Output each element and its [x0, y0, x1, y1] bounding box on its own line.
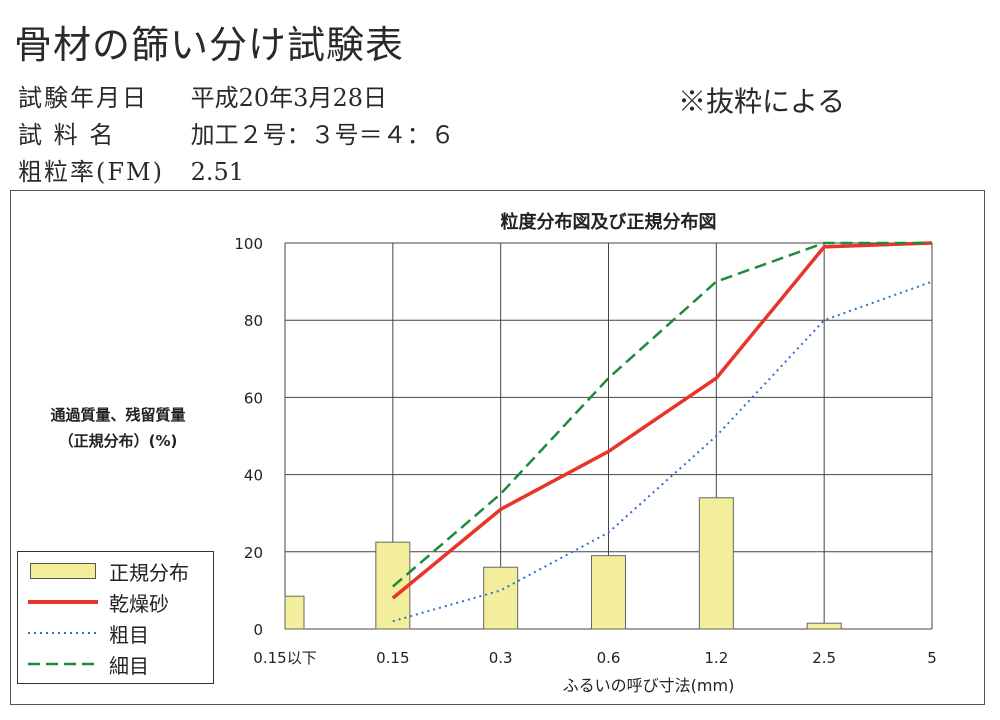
- y-tick-label: 80: [244, 312, 263, 330]
- bar-normal-distribution: [592, 556, 626, 629]
- legend-label: 粗目: [109, 619, 149, 648]
- x-axis-label: ふるいの呼び寸法(mm): [563, 676, 735, 695]
- y-tick-label: 20: [244, 544, 263, 562]
- series-line: [393, 282, 932, 622]
- legend-label: 細目: [109, 650, 149, 679]
- y-tick-label: 0: [253, 621, 263, 639]
- y-axis-label: 通過質量、残留質量: [50, 406, 185, 424]
- y-tick-label: 40: [244, 467, 263, 485]
- bar-normal-distribution: [807, 623, 841, 629]
- x-tick-label: 0.6: [597, 649, 621, 667]
- legend-item-normal-distribution: 正規分布: [26, 556, 189, 586]
- legend-bar-swatch: [26, 556, 101, 586]
- chart-title: 粒度分布図及び正規分布図: [501, 211, 717, 233]
- y-tick-label: 100: [234, 235, 263, 253]
- legend-label: 正規分布: [109, 557, 189, 586]
- y-axis-label: （正規分布）(%): [59, 432, 178, 450]
- x-tick-label: 1.2: [704, 649, 728, 667]
- x-tick-label: 0.15: [376, 649, 409, 667]
- x-tick-label: 0.15以下: [253, 649, 316, 667]
- series-line: [393, 243, 932, 598]
- bar-normal-distribution: [285, 596, 304, 629]
- legend-line-solid: [26, 587, 101, 617]
- legend-line-dotted: [26, 618, 101, 648]
- x-tick-label: 5: [927, 649, 937, 667]
- x-tick-label: 0.3: [489, 649, 513, 667]
- legend-item-fine: 細目: [26, 649, 149, 679]
- y-tick-label: 60: [244, 389, 263, 407]
- bar-normal-distribution: [699, 498, 733, 629]
- bar-normal-distribution: [484, 567, 518, 629]
- chart-legend: 正規分布 乾燥砂 粗目 細目: [17, 551, 214, 684]
- legend-item-coarse: 粗目: [26, 618, 149, 648]
- legend-line-dashed: [26, 649, 101, 679]
- legend-item-dry-sand: 乾燥砂: [26, 587, 169, 617]
- legend-label: 乾燥砂: [109, 588, 169, 617]
- x-tick-label: 2.5: [812, 649, 836, 667]
